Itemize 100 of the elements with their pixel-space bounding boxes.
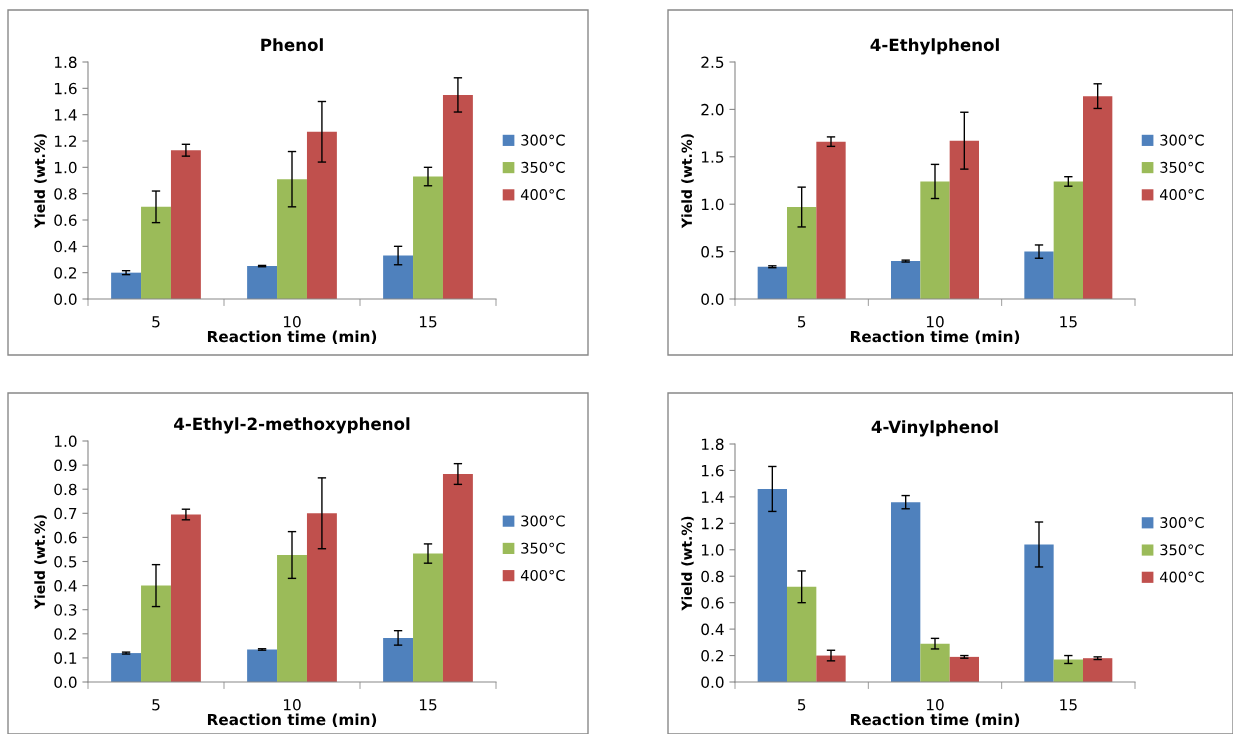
x-tick-label: 10 xyxy=(926,315,944,328)
y-tick-label: 0.9 xyxy=(54,459,77,472)
x-tick-label: 5 xyxy=(797,316,806,328)
legend-label: 400°C xyxy=(1159,189,1204,201)
y-tick-label: 2.0 xyxy=(701,103,724,116)
y-tick-label: 0.5 xyxy=(54,555,77,568)
legend-label: 400°C xyxy=(520,189,565,201)
bar xyxy=(1083,658,1113,682)
chart-title: Phenol xyxy=(261,38,323,52)
y-tick-label: 0.4 xyxy=(54,580,77,592)
bar xyxy=(141,206,171,299)
x-tick-label: 5 xyxy=(797,699,806,711)
legend-label: 350°C xyxy=(1160,544,1204,556)
bar xyxy=(757,266,787,299)
legend-label: 400°C xyxy=(520,569,565,581)
y-tick-label: 1.2 xyxy=(54,135,77,147)
x-tick-label: 15 xyxy=(419,316,437,328)
bar xyxy=(1083,96,1113,299)
y-tick-label: 2.5 xyxy=(701,56,724,69)
y-tick-label: 1.6 xyxy=(54,82,77,95)
y-tick-label: 1.0 xyxy=(701,198,724,211)
x-tick-label: 5 xyxy=(152,316,160,328)
bar xyxy=(920,643,950,682)
x-tick-label: 10 xyxy=(926,698,944,711)
y-tick-label: 0.2 xyxy=(701,650,724,662)
y-tick-label: 1.4 xyxy=(54,109,77,121)
y-tick-label: 1.0 xyxy=(54,161,77,174)
bar xyxy=(306,131,337,299)
bar xyxy=(383,255,414,299)
bar xyxy=(277,179,307,299)
y-tick-label: 0.8 xyxy=(54,483,77,496)
legend-label: 300°C xyxy=(521,515,565,527)
y-tick-label: 0.0 xyxy=(54,676,77,689)
y-axis-title: Yield (wt.%) xyxy=(34,515,47,610)
bar xyxy=(247,649,278,682)
y-tick-label: 0.0 xyxy=(701,676,724,689)
y-axis-title: Yield (wt.%) xyxy=(681,134,694,229)
y-tick-label: 0.8 xyxy=(54,188,77,200)
y-tick-label: 0.5 xyxy=(701,246,724,258)
y-tick-label: 0.2 xyxy=(54,628,77,640)
bar xyxy=(442,474,473,682)
bar xyxy=(949,140,979,299)
bar xyxy=(111,653,142,682)
bar xyxy=(1024,251,1054,299)
bar xyxy=(949,656,979,682)
chart-title: 4-Ethylphenol xyxy=(870,38,999,55)
legend-label: 300°C xyxy=(1160,517,1204,529)
y-tick-label: 1.4 xyxy=(701,491,724,503)
bar xyxy=(1053,659,1083,682)
y-tick-label: 1.6 xyxy=(701,464,724,477)
bar xyxy=(442,94,473,299)
bar xyxy=(141,585,171,682)
chart-title: 4-Ethyl-2-methoxyphenol xyxy=(174,417,410,434)
x-axis-title: Reaction time (min) xyxy=(207,330,377,345)
bar xyxy=(170,150,201,299)
x-tick-label: 5 xyxy=(152,699,160,711)
y-tick-label: 0.6 xyxy=(54,214,77,227)
y-tick-label: 1.2 xyxy=(701,517,724,530)
x-tick-label: 15 xyxy=(1060,316,1077,328)
y-tick-label: 1.8 xyxy=(54,56,77,69)
y-axis-title: Yield (wt.%) xyxy=(34,134,47,229)
y-tick-label: 0.0 xyxy=(701,293,724,306)
bar xyxy=(277,554,307,682)
y-tick-label: 0.6 xyxy=(54,531,77,544)
y-tick-label: 1.5 xyxy=(701,151,724,163)
bar xyxy=(787,586,817,682)
y-tick-label: 0.6 xyxy=(701,597,724,609)
legend-label: 300°C xyxy=(1160,134,1204,146)
legend-label: 350°C xyxy=(521,161,565,173)
x-axis-title: Reaction time (min) xyxy=(207,713,377,728)
y-tick-label: 1.0 xyxy=(54,435,77,448)
bar xyxy=(170,514,201,682)
y-tick-label: 1.8 xyxy=(701,438,724,451)
x-tick-label: 15 xyxy=(419,699,437,711)
y-tick-label: 0.0 xyxy=(54,293,77,306)
bar xyxy=(816,141,846,299)
y-tick-label: 0.8 xyxy=(701,570,724,583)
y-tick-label: 0.7 xyxy=(54,507,77,520)
x-tick-label: 15 xyxy=(1060,699,1077,711)
bar xyxy=(1024,544,1054,682)
x-tick-label: 10 xyxy=(283,698,301,711)
x-axis-title: Reaction time (min) xyxy=(850,713,1020,728)
y-tick-label: 0.4 xyxy=(54,240,77,253)
bar xyxy=(383,637,414,682)
bar xyxy=(920,181,950,299)
legend-label: 350°C xyxy=(1160,161,1204,173)
bar xyxy=(247,266,278,299)
y-tick-label: 0.4 xyxy=(701,623,724,636)
y-tick-label: 0.2 xyxy=(54,267,77,279)
bar xyxy=(306,513,337,682)
y-axis-title: Yield (wt.%) xyxy=(681,516,694,611)
legend-label: 300°C xyxy=(521,134,565,146)
bar xyxy=(816,655,846,682)
bar xyxy=(1053,181,1083,299)
bar xyxy=(891,502,921,682)
bar xyxy=(787,207,817,299)
bar xyxy=(111,272,142,299)
chart-title: 4-Vinylphenol xyxy=(871,420,998,437)
legend-label: 350°C xyxy=(521,542,565,554)
bar xyxy=(891,261,921,299)
